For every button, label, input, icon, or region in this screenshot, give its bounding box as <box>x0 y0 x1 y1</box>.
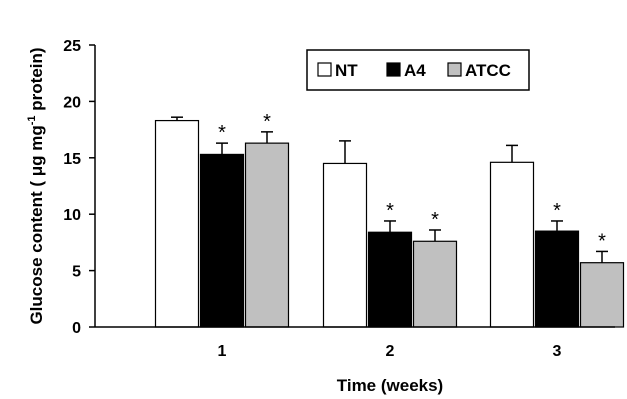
legend-swatch-nt <box>317 62 332 77</box>
y-axis-title-main: Glucose content ( μg mg <box>27 125 46 324</box>
y-tick-label: 5 <box>72 264 81 281</box>
bar-atcc-2 <box>412 240 458 328</box>
bar-nt-1 <box>154 119 200 328</box>
x-tick-label: 1 <box>218 343 227 360</box>
bar-atcc-1 <box>244 142 290 328</box>
bar-nt-2 <box>322 162 368 328</box>
legend: NT A4 ATCC <box>306 49 530 91</box>
y-tick-label: 15 <box>63 151 81 168</box>
bar-nt-3 <box>489 161 535 328</box>
legend-box <box>306 49 530 91</box>
plot-area: * * * * * * <box>154 111 625 328</box>
x-tick-label: 3 <box>553 343 562 360</box>
y-tick-label: 20 <box>63 94 81 111</box>
significance-marker: * <box>598 230 606 252</box>
bar-a4-3 <box>534 230 580 328</box>
x-axis-title: Time (weeks) <box>337 376 443 395</box>
legend-label-nt: NT <box>335 61 358 80</box>
y-tick-label: 25 <box>63 38 81 55</box>
y-axis-title: Glucose content ( μg mg-1 protein) <box>26 47 46 324</box>
legend-label-a4: A4 <box>404 61 426 80</box>
legend-swatch-a4 <box>386 62 401 77</box>
significance-marker: * <box>431 209 439 231</box>
x-ticks: 1 2 3 <box>218 343 562 360</box>
bar-atcc-3 <box>579 262 625 328</box>
axes <box>94 45 615 328</box>
y-tick-label: 10 <box>63 207 81 224</box>
legend-label-atcc: ATCC <box>465 61 511 80</box>
y-ticks: 0 5 10 15 20 25 <box>63 38 95 337</box>
significance-marker: * <box>263 111 271 133</box>
x-tick-label: 2 <box>386 343 395 360</box>
legend-swatch-atcc <box>447 62 462 77</box>
y-tick-label: 0 <box>72 320 81 337</box>
significance-marker: * <box>386 200 394 222</box>
bar-a4-1 <box>199 153 245 328</box>
significance-marker: * <box>553 200 561 222</box>
bar-a4-2 <box>367 231 413 328</box>
y-axis-title-superscript: -1 <box>26 115 38 125</box>
y-axis-title-tail: protein) <box>27 47 46 115</box>
significance-marker: * <box>218 122 226 144</box>
